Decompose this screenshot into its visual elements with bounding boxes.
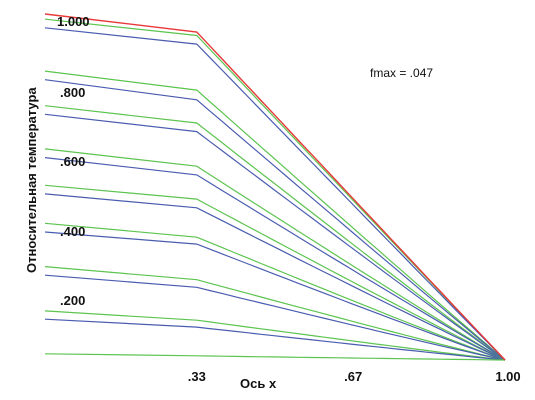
series-line-10 [44,193,506,361]
series-line-14 [44,274,506,361]
y-tick-label: .800 [60,85,85,100]
series-line-3 [44,70,506,361]
series-line-17 [44,353,506,361]
y-tick-labels: 1.000 .800 .600 .400 .200 [57,14,90,308]
y-tick-label: 1.000 [57,14,90,29]
series-line-18 [44,13,506,361]
y-tick-label: .400 [60,224,85,239]
series-line-12 [44,231,506,361]
series-line-4 [44,79,506,361]
series-line-6 [44,113,506,361]
y-tick-label: .600 [60,154,85,169]
x-tick-label: .67 [344,369,362,384]
series-line-7 [44,148,506,361]
series-line-5 [44,105,506,361]
series-line-13 [44,266,506,361]
x-tick-labels: .33 .67 1.00 [188,369,521,384]
y-axis-label: Относительная температура [24,87,39,273]
fmax-annotation: fmax = .047 [370,66,433,80]
series-line-9 [44,184,506,361]
series-lines [44,13,506,361]
x-tick-label: .33 [188,369,206,384]
y-tick-label: .200 [60,293,85,308]
series-line-15 [44,310,506,361]
series-line-11 [44,222,506,361]
x-axis-label: Ось x [240,376,277,391]
series-line-8 [44,157,506,361]
x-tick-label: 1.00 [495,369,520,384]
series-line-2 [44,27,506,361]
series-line-16 [44,318,506,361]
